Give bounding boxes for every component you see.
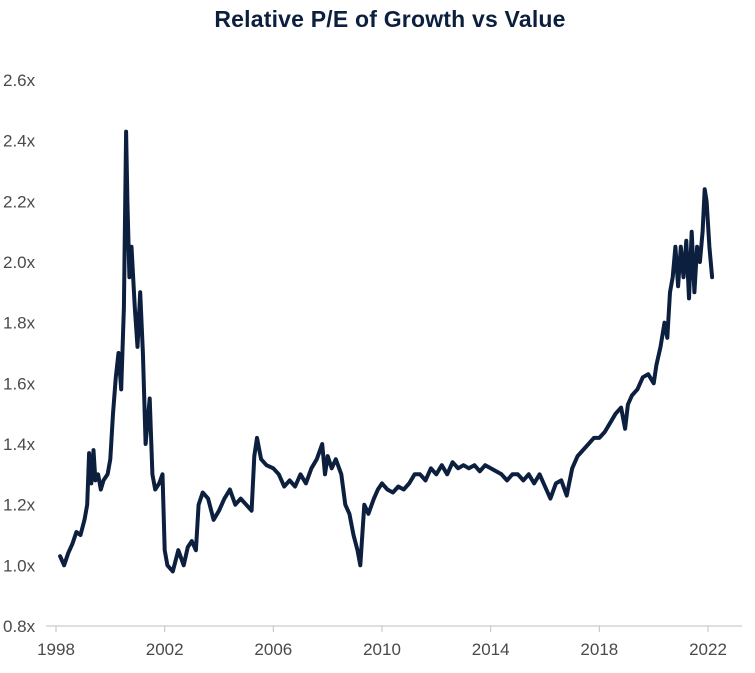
x-tick-label: 2002 — [146, 640, 184, 659]
y-tick-label: 0.8x — [3, 617, 36, 636]
x-tick-label: 2022 — [689, 640, 727, 659]
x-tick-label: 2018 — [580, 640, 618, 659]
x-tick-label: 2014 — [472, 640, 510, 659]
growth-vs-value-pe-line — [58, 129, 715, 574]
y-tick-label: 2.2x — [3, 192, 36, 211]
y-tick-label: 2.6x — [3, 71, 36, 90]
y-tick-label: 2.0x — [3, 253, 36, 272]
y-axis-tick-labels: 0.8x 1.0x 1.2x 1.4x 1.6x 1.8x 2.0x 2.2x 2.4x 2.6x — [3, 71, 36, 636]
x-tick-label: 2010 — [363, 640, 401, 659]
x-axis-tick-labels: 1998 2002 2006 2010 2014 2018 2022 — [37, 626, 727, 659]
y-tick-label: 2.4x — [3, 132, 36, 151]
y-tick-label: 1.0x — [3, 556, 36, 575]
y-tick-label: 1.4x — [3, 435, 36, 454]
y-tick-label: 1.8x — [3, 314, 36, 333]
y-tick-label: 1.6x — [3, 374, 36, 393]
y-tick-label: 1.2x — [3, 496, 36, 515]
x-tick-label: 2006 — [254, 640, 292, 659]
chart-title: Relative P/E of Growth vs Value — [214, 6, 566, 32]
x-tick-label: 1998 — [37, 640, 75, 659]
